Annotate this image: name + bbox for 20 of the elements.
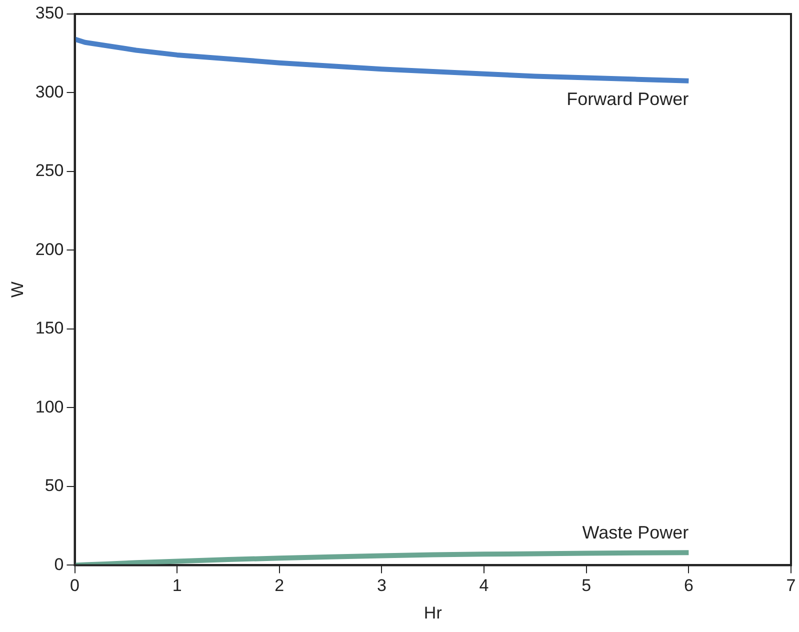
y-tick-label: 350 [35, 4, 64, 23]
series-label: Waste Power [582, 522, 689, 543]
x-axis-title: Hr [424, 603, 442, 622]
y-axis-title: W [8, 282, 27, 298]
x-tick-label: 5 [582, 576, 592, 596]
x-tick-label: 4 [479, 576, 489, 596]
x-tick-label: 1 [172, 576, 182, 596]
series-label: Forward Power [566, 88, 689, 109]
y-tick-label: 250 [35, 161, 64, 180]
x-tick-label: 7 [786, 576, 796, 596]
x-tick-label: 6 [684, 576, 694, 596]
y-tick-label: 0 [54, 554, 64, 574]
x-tick-label: 0 [70, 576, 80, 596]
y-tick-label: 100 [35, 397, 64, 416]
y-tick-label: 50 [44, 476, 64, 496]
y-tick-label: 150 [35, 318, 64, 338]
x-tick-label: 3 [376, 576, 386, 596]
y-tick-label: 200 [35, 240, 64, 259]
y-tick-label: 300 [35, 82, 64, 102]
x-tick-label: 2 [274, 576, 284, 596]
